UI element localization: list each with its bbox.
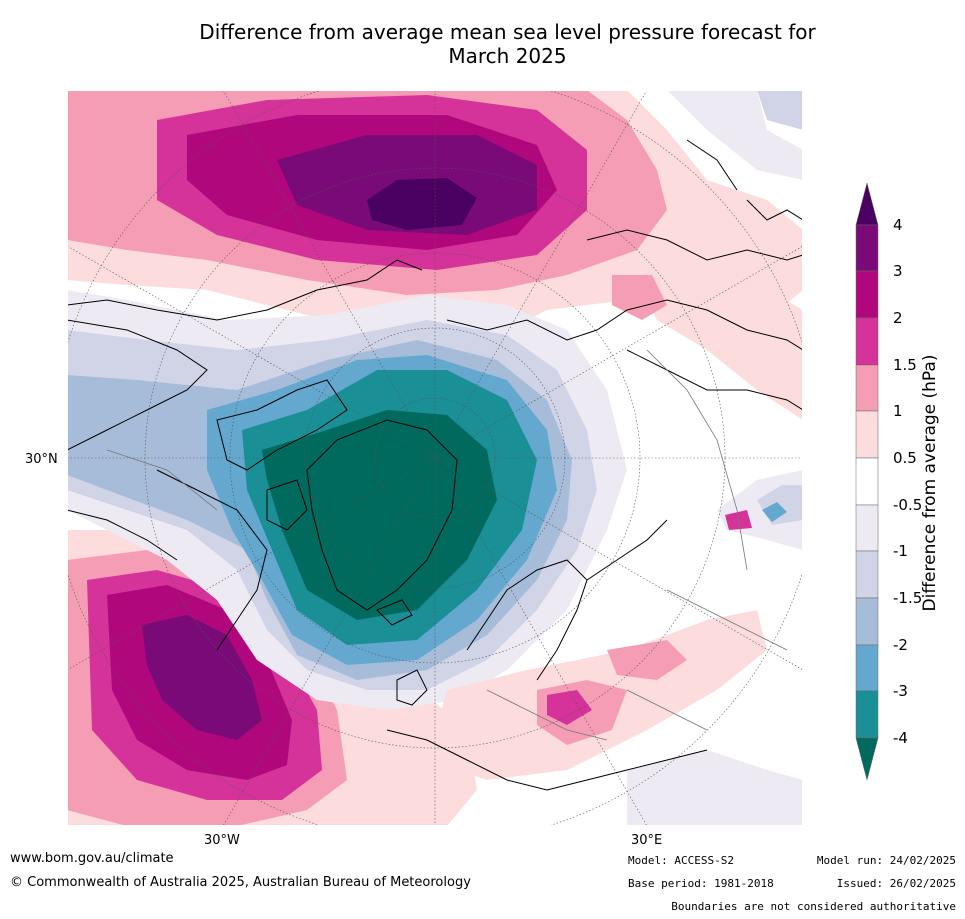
colorbar-extend-bottom <box>855 737 879 781</box>
colorbar-swatch <box>855 224 879 272</box>
map-title-line1: Difference from average mean sea level p… <box>199 20 816 44</box>
map-title: Difference from average mean sea level p… <box>0 20 965 68</box>
colorbar: 4 3 2 1.5 1 0.5 -0.5 -1 -1.5 -2 -3 -4 <box>855 182 922 781</box>
north-atlantic-high-anomaly <box>67 530 477 826</box>
colorbar-swatch <box>855 270 879 319</box>
website-link[interactable]: www.bom.gov.au/climate <box>10 851 174 866</box>
coastlines <box>67 139 803 791</box>
colorbar-swatch <box>855 644 879 692</box>
colorbar-tick-label: 1 <box>893 402 903 420</box>
colorbar-tick-label: -2 <box>893 636 908 654</box>
colorbar-tick-label: 3 <box>893 262 903 280</box>
colorbar-swatch <box>855 690 879 739</box>
issued-date: Issued: 26/02/2025 <box>836 877 956 890</box>
map-title-line2: March 2025 <box>448 44 567 68</box>
colorbar-tick-label: -1.5 <box>893 589 922 607</box>
graticule <box>67 90 803 826</box>
colorbar-tick-label: -4 <box>893 729 908 747</box>
colorbar-tick-label: 2 <box>893 309 903 327</box>
pressure-anomaly-map <box>67 90 803 826</box>
colorbar-swatch <box>855 597 879 646</box>
model-run-date: Model run: 24/02/2025 <box>816 854 956 867</box>
colorbar-title: Difference from average (hPa) <box>920 354 940 612</box>
colorbar-swatch <box>855 504 879 552</box>
europe-positive-anomaly <box>427 610 767 780</box>
colorbar-tick-label: -0.5 <box>893 496 922 514</box>
copyright-text: © Commonwealth of Australia 2025, Austra… <box>10 875 471 890</box>
lon-label-30e: 30°E <box>631 833 663 848</box>
asia-anomalies <box>612 90 803 826</box>
country-borders <box>106 349 788 741</box>
colorbar-swatch <box>855 550 879 599</box>
colorbar-tick-label: 0.5 <box>893 449 917 467</box>
colorbar-swatch <box>855 410 879 459</box>
colorbar-swatch <box>855 364 879 412</box>
model-name: Model: ACCESS-S2 <box>628 854 734 867</box>
colorbar-tick-label: -1 <box>893 542 908 560</box>
colorbar-tick-label: 4 <box>893 216 903 234</box>
lon-label-30w: 30°W <box>204 833 240 848</box>
lat-label-30n: 30°N <box>25 452 58 467</box>
colorbar-tick-label: 1.5 <box>893 356 917 374</box>
colorbar-swatch <box>855 317 879 366</box>
colorbar-swatch <box>855 457 879 506</box>
boundaries-disclaimer: Boundaries are not considered authoritat… <box>671 900 956 913</box>
colorbar-tick-label: -3 <box>893 682 908 700</box>
base-period: Base period: 1981-2018 <box>628 877 774 890</box>
arctic-low-anomaly <box>67 290 627 710</box>
colorbar-extend-top <box>855 182 879 226</box>
